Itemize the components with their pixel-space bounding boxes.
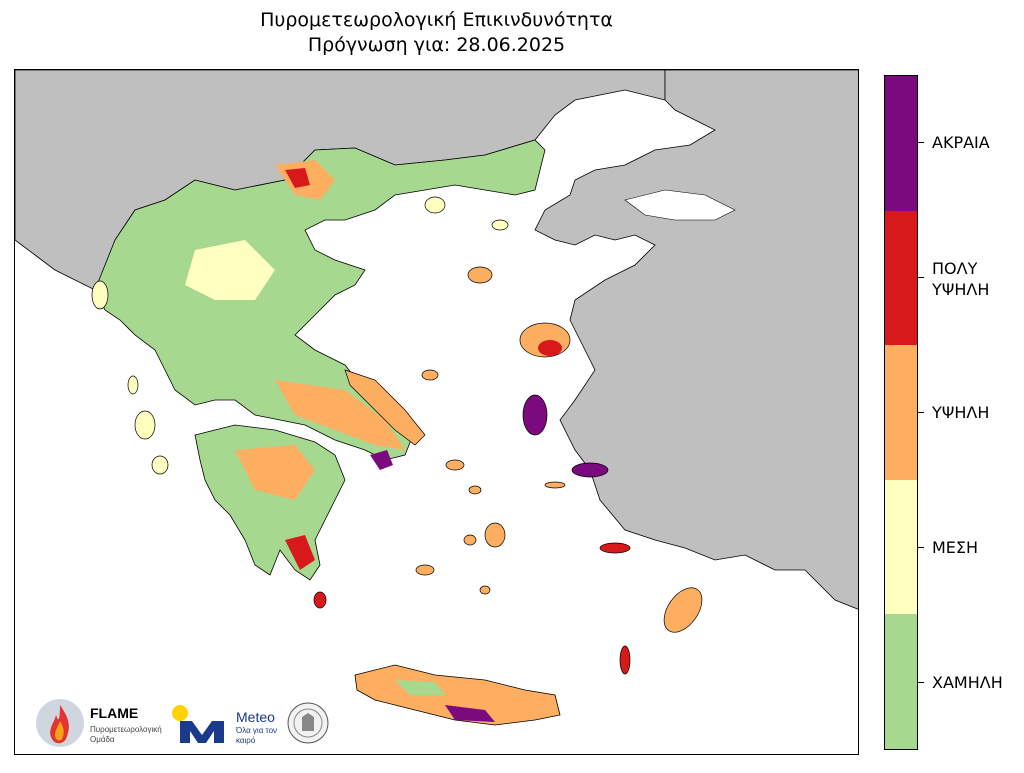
flame-logo-name: FLAME [90, 705, 139, 721]
legend-swatch-very-high [885, 210, 917, 346]
legend-label-very-high: ΠΟΛΥ ΥΨΗΛΗ [932, 259, 990, 299]
fire-danger-map [14, 69, 859, 755]
danger-patch-pelop-south [285, 535, 315, 570]
paros [463, 534, 477, 546]
greece-mainland [94, 139, 546, 461]
danger-patch-central [275, 380, 405, 450]
legend-tick [918, 682, 924, 683]
observatory-seal-icon [287, 702, 329, 744]
santorini [479, 585, 491, 595]
euboea [344, 369, 426, 446]
legend-swatch-extreme [885, 76, 917, 211]
lesvos-red [538, 340, 562, 356]
flame-logo-icon [36, 699, 84, 747]
crete [354, 664, 561, 726]
meteo-logo-name: Meteo [236, 709, 275, 725]
legend-tick [918, 277, 924, 278]
legend-swatch-medium [885, 479, 917, 615]
map-svg [15, 70, 858, 726]
meteo-logo-subtitle: Όλα για τον καιρό [236, 726, 278, 745]
kefalonia [134, 410, 156, 440]
naxos [484, 522, 506, 548]
samothraki [491, 219, 509, 231]
marmara-sea [624, 189, 736, 221]
danger-patch-north-red [285, 168, 310, 188]
samos [571, 462, 609, 478]
zakynthos [151, 455, 169, 475]
kythira [313, 591, 327, 609]
ikaria [544, 481, 566, 489]
legend-label-extreme: ΑΚΡΑΙΑ [932, 133, 990, 152]
turkey-land [534, 70, 858, 610]
title-line-1: Πυρομετεωρολογική Επικινδυνότητα [260, 9, 613, 31]
crete-extreme [445, 705, 495, 722]
corfu [91, 280, 109, 310]
legend-tick [918, 547, 924, 548]
logos-strip: FLAME Πυρομετεωρολογική Ομάδα Meteo Όλα … [30, 695, 340, 753]
legend-label-medium: ΜΕΣΗ [932, 538, 979, 557]
thasos [424, 196, 446, 214]
legend-colorbar [884, 75, 918, 750]
legend-swatch-high [885, 345, 917, 480]
danger-patch-attica [370, 450, 393, 470]
lefkada [127, 375, 139, 395]
danger-patch-thessaly [185, 240, 275, 300]
title-line-2: Πρόγνωση για: 28.06.2025 [307, 34, 566, 56]
meteo-logo-icon [172, 705, 224, 743]
tinos [468, 485, 482, 495]
andros [445, 459, 465, 471]
chios [522, 394, 548, 436]
milos [415, 564, 435, 576]
limnos [467, 266, 493, 284]
legend-label-high: ΥΨΗΛΗ [932, 403, 990, 422]
crete-green [395, 680, 445, 695]
flame-logo-subtitle: Πυρομετεωρολογική Ομάδα [90, 725, 162, 744]
legend-label-low: ΧΑΜΗΛΗ [932, 673, 1003, 692]
legend-tick [918, 412, 924, 413]
rhodes [663, 587, 703, 633]
map-title: Πυρομετεωρολογική Επικινδυνότητα Πρόγνωσ… [14, 8, 859, 58]
legend-tick [918, 142, 924, 143]
legend-swatch-low [885, 614, 917, 749]
danger-patch-pelop [235, 445, 315, 500]
skyros [421, 369, 439, 381]
kos [599, 542, 631, 554]
karpathos [619, 645, 631, 675]
